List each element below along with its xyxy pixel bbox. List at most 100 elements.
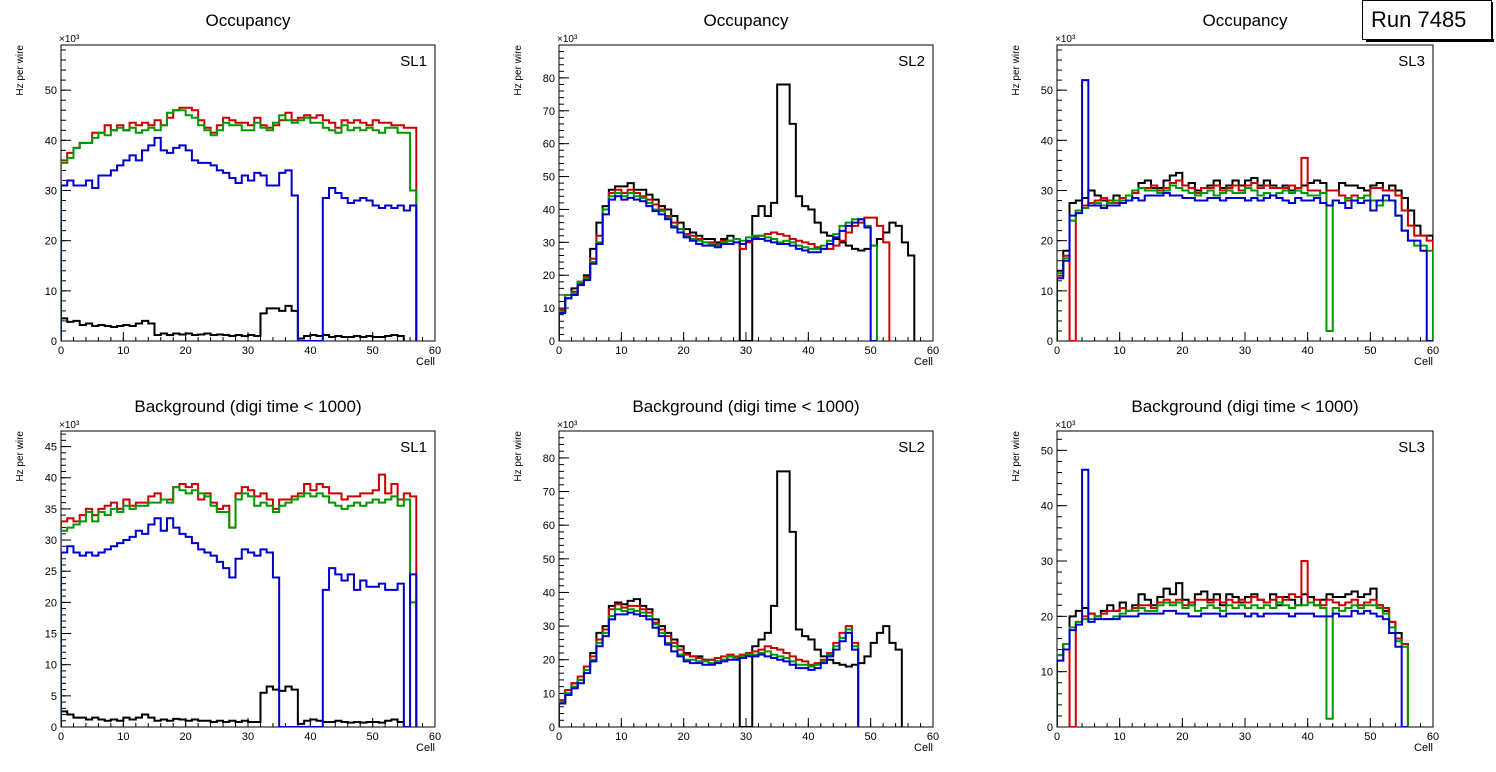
y-tick-label: 20 [45,597,57,609]
y-tick-label: 40 [543,204,555,216]
y-axis-label: Hz per wire [15,45,26,96]
y-tick-label: 40 [543,587,555,599]
x-tick-label: 0 [58,731,64,743]
y-tick-label: 10 [1041,667,1053,679]
y-tick-label: 0 [1047,336,1053,348]
series-green [1057,184,1433,341]
superlayer-label: SL1 [400,439,427,456]
chart-panel-5: Background (digi time < 1000) SL2 ×10³ Hz p… [513,397,939,754]
x-tick-label: 10 [1114,731,1126,743]
y-tick-label: 35 [45,504,57,516]
y-tick-label: 60 [543,139,555,151]
x-tick-label: 0 [1054,345,1060,357]
x-axis-label: Cell [416,356,435,368]
y-tick-label: 30 [543,621,555,633]
x-tick-label: 20 [1176,345,1188,357]
x-axis-label: Cell [1414,742,1433,754]
plot-frame [558,430,934,728]
series-green [559,608,860,727]
y-exponent-label: ×10³ [557,34,578,45]
x-axis-label: Cell [914,356,933,368]
x-tick-label: 30 [242,345,254,357]
y-tick-label: 45 [45,442,57,454]
y-tick-label: 0 [1047,722,1053,734]
chart-title: Background (digi time < 1000) [1131,397,1358,416]
y-tick-label: 60 [543,520,555,532]
x-tick-label: 40 [304,731,316,743]
superlayer-label: SL1 [400,53,427,70]
y-tick-label: 20 [543,270,555,282]
chart-title: Occupancy [205,11,291,30]
y-tick-label: 30 [1041,185,1053,197]
y-tick-label: 80 [543,453,555,465]
x-tick-label: 50 [865,731,877,743]
y-tick-label: 20 [543,655,555,667]
y-tick-label: 30 [543,237,555,249]
run-label: Run 7485 [1371,7,1467,32]
y-tick-label: 20 [45,236,57,248]
x-tick-label: 10 [1114,345,1126,357]
series-blue [61,136,418,341]
y-axis-label: Hz per wire [1011,431,1022,482]
y-axis-label: Hz per wire [1011,45,1022,96]
x-tick-label: 60 [1427,731,1439,743]
x-tick-label: 60 [429,345,441,357]
x-tick-label: 40 [802,731,814,743]
superlayer-label: SL2 [898,439,925,456]
x-tick-label: 0 [1054,731,1060,743]
x-tick-label: 0 [58,345,64,357]
y-tick-label: 40 [45,473,57,485]
x-tick-label: 30 [740,345,752,357]
x-tick-label: 10 [615,731,627,743]
x-axis-label: Cell [914,742,933,754]
x-tick-label: 60 [927,345,939,357]
chart-title: Background (digi time < 1000) [632,397,859,416]
y-tick-label: 30 [1041,556,1053,568]
y-tick-label: 0 [51,722,57,734]
superlayer-label: SL3 [1398,439,1425,456]
x-tick-label: 20 [180,731,192,743]
series-red [559,603,860,727]
x-tick-label: 40 [802,345,814,357]
chart-panel-1: Occupancy SL1 ×10³ Hz per wire Cell 0 10 20 30 40… [15,11,441,368]
series-blue [1057,79,1433,341]
y-exponent-label: ×10³ [59,34,80,45]
y-tick-label: 10 [543,303,555,315]
plot-frame [60,44,436,342]
y-tick-label: 10 [1041,286,1053,298]
x-tick-label: 30 [740,731,752,743]
series-black [61,685,405,727]
x-tick-label: 30 [1239,345,1251,357]
series-green [61,109,418,341]
x-tick-label: 60 [927,731,939,743]
x-tick-label: 20 [1176,731,1188,743]
y-tick-label: 10 [543,688,555,700]
series-black [559,83,916,341]
series-blue [559,611,860,727]
x-tick-label: 20 [678,731,690,743]
y-tick-label: 40 [1041,501,1053,513]
x-tick-label: 50 [865,345,877,357]
y-tick-label: 25 [45,566,57,578]
y-tick-label: 70 [543,487,555,499]
series-black [559,470,903,727]
run-box-shadow [1366,39,1494,42]
y-exponent-label: ×10³ [59,420,80,431]
series-red [61,106,418,341]
x-tick-label: 60 [1427,345,1439,357]
y-exponent-label: ×10³ [1055,420,1076,431]
chart-panel-4: Background (digi time < 1000) SL1 ×10³ Hz p… [15,397,441,754]
y-axis-label: Hz per wire [513,45,524,96]
superlayer-label: SL2 [898,53,925,70]
y-tick-label: 50 [543,172,555,184]
x-tick-label: 20 [678,345,690,357]
y-tick-label: 15 [45,629,57,641]
x-tick-label: 0 [556,345,562,357]
x-tick-label: 50 [367,731,379,743]
y-tick-label: 70 [543,106,555,118]
x-tick-label: 0 [556,731,562,743]
y-tick-label: 40 [45,135,57,147]
series-red [1057,560,1409,727]
x-tick-label: 10 [615,345,627,357]
